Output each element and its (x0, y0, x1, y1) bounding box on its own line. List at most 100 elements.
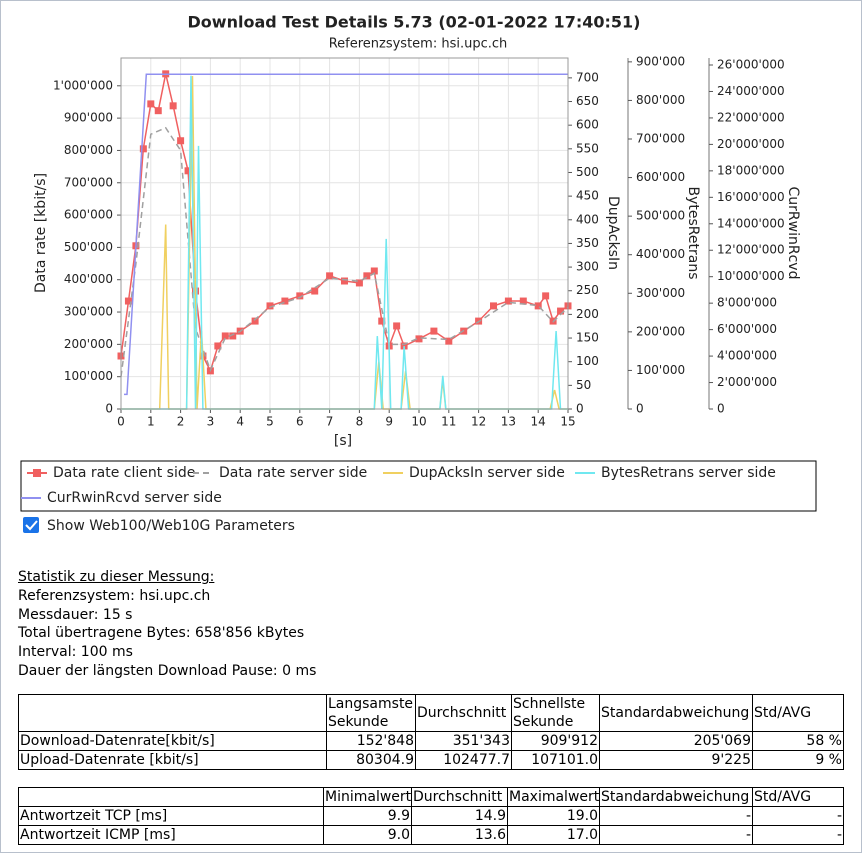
y2-tick-label: 650 (576, 94, 599, 108)
data-point (504, 297, 512, 305)
y3-axis-label: BytesRetrans (685, 187, 701, 280)
data-point (400, 342, 408, 350)
table-cell: 205'069 (599, 731, 753, 751)
stats-heading: Statistik zu dieser Messung: (18, 569, 215, 585)
table-cell: 17.0 (507, 825, 600, 845)
y2-tick-label: 600 (576, 118, 599, 132)
y4-tick-label: 26'000'000 (717, 58, 785, 72)
x-tick-label: 11 (441, 415, 456, 429)
data-point (281, 297, 289, 305)
data-point (311, 287, 319, 295)
data-point (445, 337, 453, 345)
y2-tick-label: 0 (576, 402, 584, 416)
y2-tick-label: 400 (576, 212, 599, 226)
x-tick-label: 2 (177, 415, 185, 429)
x-tick-label: 5 (266, 415, 274, 429)
x-tick-label: 6 (296, 415, 304, 429)
x-tick-label: 3 (207, 415, 215, 429)
table-cell: - (599, 825, 753, 845)
table: Langsamste Sekunde Durchschnitt Schnellste… (18, 694, 844, 770)
table-cell: 9.0 (323, 825, 412, 845)
table-cell: 9 % (752, 750, 844, 770)
y3-tick-label: 600'000 (636, 170, 685, 184)
data-point (355, 279, 363, 287)
y4-tick-label: 16'000'000 (717, 190, 785, 204)
x-tick-label: 7 (326, 415, 334, 429)
row-label: Upload-Datenrate [kbit/s] (18, 750, 327, 770)
header-cell: Minimalwert (323, 787, 412, 807)
x-tick-label: 15 (560, 415, 575, 429)
x-tick-label: 12 (471, 415, 486, 429)
data-point (415, 335, 423, 343)
y3-tick-label: 100'000 (636, 363, 685, 377)
data-point (393, 322, 401, 330)
table-cell: 80304.9 (326, 750, 416, 770)
data-point (251, 317, 259, 325)
checkbox[interactable] (23, 517, 39, 533)
stats-line: Referenzsystem: hsi.upc.ch (18, 588, 211, 604)
data-point (214, 342, 222, 350)
y2-tick-label: 350 (576, 236, 599, 250)
header-cell: Maximalwert (507, 787, 600, 807)
y-tick-label: 400'000 (64, 272, 113, 286)
header-row: Minimalwert Durchschnitt Maximalwert Standa… (18, 787, 844, 807)
data-point (430, 327, 438, 335)
data-point (370, 267, 378, 275)
y4-tick-label: 18'000'000 (717, 163, 785, 177)
row-label: Antwortzeit TCP [ms] (18, 806, 324, 826)
y4-axis-label: CurRwinRcvd (785, 187, 801, 280)
table-cell: 909'912 (511, 731, 600, 751)
header-cell: Langsamste Sekunde (326, 694, 416, 732)
y4-tick-label: 14'000'000 (717, 216, 785, 230)
y2-tick-label: 150 (576, 331, 599, 345)
table-cell: 351'343 (415, 731, 512, 751)
data-point (139, 145, 147, 153)
y2-tick-label: 200 (576, 307, 599, 321)
data-point (326, 272, 334, 280)
table-cell: 19.0 (507, 806, 600, 826)
y2-tick-label: 700 (576, 70, 599, 84)
stats-line: Interval: 100 ms (18, 644, 133, 660)
y-tick-label: 200'000 (64, 337, 113, 351)
table: Minimalwert Durchschnitt Maximalwert Standa… (18, 787, 844, 845)
x-axis-label: [s] (334, 433, 352, 449)
series-line (124, 73, 568, 396)
header-cell (18, 787, 324, 807)
x-tick-label: 8 (356, 415, 364, 429)
data-point (229, 332, 237, 340)
header-cell: Durchschnitt (411, 787, 508, 807)
data-point (542, 292, 550, 300)
series-line (120, 126, 569, 377)
stats-line: Messdauer: 15 s (18, 607, 133, 623)
checkbox-label[interactable]: Show Web100/Web10G Parameters (47, 518, 295, 534)
table-row: Antwortzeit ICMP [ms] 9.0 13.6 17.0- - (18, 825, 844, 845)
y3-tick-label: 900'000 (636, 54, 685, 68)
checkmark (25, 520, 38, 531)
y-tick-label: 600'000 (64, 208, 113, 222)
data-point (557, 307, 565, 315)
x-tick-label: 9 (385, 415, 393, 429)
y3-tick-label: 700'000 (636, 132, 685, 146)
header-cell: Durchschnitt (415, 694, 512, 732)
legend-label: Data rate server side (219, 465, 367, 481)
y4-tick-label: 10'000'000 (717, 269, 785, 283)
y-tick-label: 100'000 (64, 369, 113, 383)
y4-tick-label: 22'000'000 (717, 110, 785, 124)
x-tick-label: 10 (411, 415, 426, 429)
plot-border (120, 57, 569, 410)
stats-line: Total übertragene Bytes: 658'856 kBytes (18, 625, 305, 641)
table-cell: - (752, 825, 844, 845)
data-point (184, 167, 192, 175)
table-cell: - (752, 806, 844, 826)
table-cell: 102477.7 (415, 750, 512, 770)
legend-marker (33, 469, 41, 477)
y3-tick-label: 500'000 (636, 209, 685, 223)
y-tick-label: 0 (105, 402, 113, 416)
data-point (363, 272, 371, 280)
chart: Download Test Details 5.73 (02-01-2022 1… (20, 13, 817, 534)
y-tick-label: 900'000 (64, 111, 113, 125)
y4-tick-label: 8'000'000 (717, 296, 777, 310)
table-row: Upload-Datenrate [kbit/s] 80304.9 102477.7… (18, 750, 844, 770)
y2-tick-label: 300 (576, 260, 599, 274)
